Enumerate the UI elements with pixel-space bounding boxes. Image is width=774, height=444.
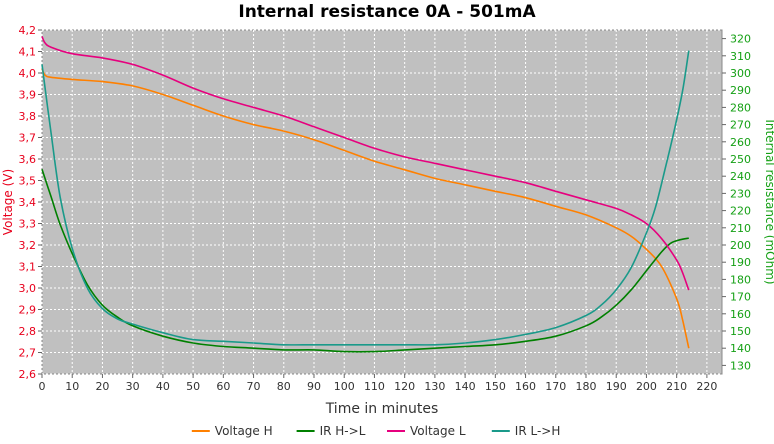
y-left-tick-label: 3,7 xyxy=(19,132,37,145)
y-right-tick-label: 200 xyxy=(730,239,751,252)
legend-label-voltage-l: Voltage L xyxy=(410,424,466,438)
y-left-tick-label: 2,9 xyxy=(19,304,37,317)
x-tick-label: 170 xyxy=(545,380,566,393)
y-right-tick-label: 180 xyxy=(730,273,751,286)
legend-label-ir-l-h: IR L->H xyxy=(515,424,561,438)
x-tick-label: 20 xyxy=(95,380,109,393)
x-tick-label: 90 xyxy=(307,380,321,393)
x-tick-label: 100 xyxy=(334,380,355,393)
y-left-tick-label: 2,6 xyxy=(19,368,37,381)
y-right-tick-label: 300 xyxy=(730,67,751,80)
y-right-tick-label: 220 xyxy=(730,205,751,218)
legend-label-ir-h-l: IR H->L xyxy=(320,424,366,438)
y-left-tick-label: 3,6 xyxy=(19,153,37,166)
x-tick-label: 30 xyxy=(126,380,140,393)
series-line-voltage-l xyxy=(41,36,690,291)
x-tick-label: 220 xyxy=(696,380,717,393)
y-left-tick-label: 3,5 xyxy=(19,175,37,188)
x-tick-label: 180 xyxy=(576,380,597,393)
x-tick-label: 140 xyxy=(455,380,476,393)
y-left-tick-label: 3,1 xyxy=(19,261,37,274)
y-right-tick-label: 310 xyxy=(730,50,751,63)
x-tick-label: 120 xyxy=(394,380,415,393)
x-tick-label: 160 xyxy=(515,380,536,393)
y-right-tick-label: 260 xyxy=(730,136,751,149)
y-left-tick-label: 3,3 xyxy=(19,218,37,231)
y-left-tick-label: 3,4 xyxy=(19,196,37,209)
y-left-tick-label: 3,2 xyxy=(19,239,37,252)
series-line-ir-l-h xyxy=(41,50,690,346)
grid xyxy=(41,29,722,375)
y-right-tick-label: 150 xyxy=(730,325,751,338)
y-right-tick-label: 240 xyxy=(730,170,751,183)
x-tick-label: 110 xyxy=(364,380,385,393)
y-right-tick-label: 170 xyxy=(730,291,751,304)
y-left-tick-label: 3,0 xyxy=(19,282,37,295)
legend-label-voltage-h: Voltage H xyxy=(215,424,273,438)
y-right-tick-label: 230 xyxy=(730,187,751,200)
y-right-tick-label: 210 xyxy=(730,222,751,235)
y-right-axis-label: Internal resistance (mOhm) xyxy=(763,119,774,284)
x-tick-label: 130 xyxy=(424,380,445,393)
x-tick-label: 210 xyxy=(666,380,687,393)
y-left-tick-label: 4,1 xyxy=(19,46,37,59)
y-left-tick-label: 4,2 xyxy=(19,24,37,37)
y-right-tick-label: 280 xyxy=(730,101,751,114)
series-group xyxy=(41,36,690,353)
chart-title: Internal resistance 0A - 501mA xyxy=(238,2,536,22)
y-left-tick-label: 2,8 xyxy=(19,325,37,338)
y-left-tick-label: 4,0 xyxy=(19,67,37,80)
x-tick-label: 0 xyxy=(39,380,46,393)
x-tick-label: 80 xyxy=(277,380,291,393)
x-tick-label: 200 xyxy=(636,380,657,393)
x-tick-label: 60 xyxy=(216,380,230,393)
y-right-tick-label: 270 xyxy=(730,119,751,132)
y-left-tick-label: 3,9 xyxy=(19,89,37,102)
series-line-ir-h-l xyxy=(41,169,689,353)
x-tick-label: 150 xyxy=(485,380,506,393)
y-right-tick-label: 290 xyxy=(730,84,751,97)
x-axis-label: Time in minutes xyxy=(325,401,439,417)
legend: Voltage H IR H->L Voltage L IR L->H xyxy=(191,424,561,438)
y-right-tick-label: 140 xyxy=(730,342,751,355)
y-right-tick-label: 320 xyxy=(730,33,751,46)
x-tick-label: 190 xyxy=(606,380,627,393)
y-right-tick-label: 250 xyxy=(730,153,751,166)
x-tick-label: 70 xyxy=(247,380,261,393)
y-left-axis-label: Voltage (V) xyxy=(1,169,15,235)
y-right-tick-label: 190 xyxy=(730,256,751,269)
series-line-voltage-h xyxy=(41,68,690,349)
x-tick-label: 40 xyxy=(156,380,170,393)
y-left-tick-label: 2,7 xyxy=(19,347,37,360)
x-tick-label: 10 xyxy=(65,380,79,393)
axis-ticks: 0 10 20 30 40 50 60 70 80 90 100 110 120 130 140 150 160… xyxy=(19,24,752,393)
x-tick-label: 50 xyxy=(186,380,200,393)
y-left-tick-label: 3,8 xyxy=(19,110,37,123)
y-right-tick-label: 130 xyxy=(730,359,751,372)
y-right-tick-label: 160 xyxy=(730,308,751,321)
